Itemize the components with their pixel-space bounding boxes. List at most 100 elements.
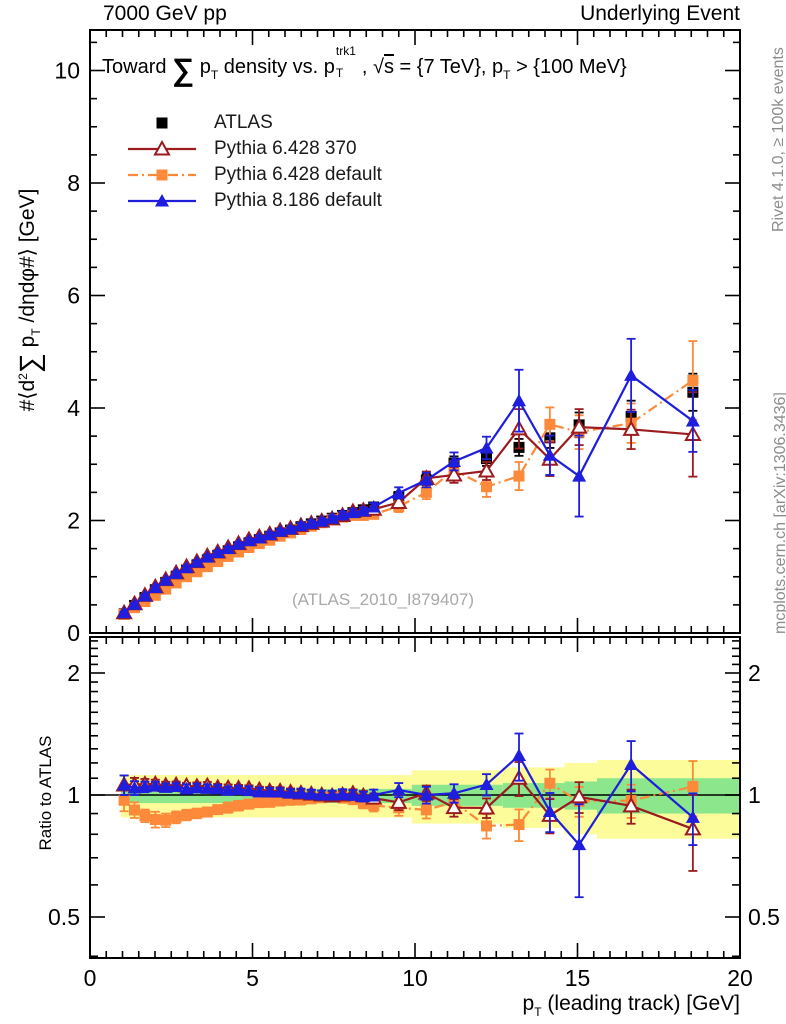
legend-marker: [128, 194, 196, 207]
data-point-marker: [512, 393, 526, 407]
sum-symbol: ∑: [14, 353, 45, 374]
data-point-marker: [325, 788, 340, 801]
data-point-marker: [148, 580, 163, 593]
data-point-marker: [158, 573, 173, 586]
mcplots-arxiv-note: mcplots.cern.ch [arXiv:1306.3436]: [772, 392, 786, 634]
data-point-marker: [542, 804, 557, 817]
data-point-marker: [118, 794, 130, 806]
sqrt-symbol: √: [373, 56, 384, 78]
legend: ATLAS Pythia 6.428 370 Pythia 6.428 defaul…: [126, 110, 382, 214]
data-point-marker: [243, 798, 255, 810]
tick-label: 2: [67, 660, 80, 686]
data-point-marker: [231, 537, 246, 550]
data-point-marker: [170, 811, 182, 823]
data-point-marker: [512, 748, 526, 762]
tick-label: 20: [727, 965, 753, 991]
data-point-marker: [447, 454, 461, 467]
data-point-marker: [445, 465, 463, 482]
data-point-marker: [160, 583, 172, 595]
data-point-marker: [391, 485, 406, 499]
data-point-marker: [420, 486, 432, 498]
data-point-marker: [685, 810, 700, 823]
data-point-marker: [137, 588, 152, 602]
data-point-marker: [160, 814, 172, 826]
data-point-marker: [283, 786, 298, 799]
data-point-marker: [273, 524, 288, 537]
data-point-marker: [129, 804, 141, 816]
tick-label: 10: [402, 965, 428, 991]
data-point-marker: [201, 806, 213, 818]
data-point-marker: [624, 757, 639, 770]
data-point-marker: [252, 784, 267, 798]
legend-marker: [128, 140, 196, 156]
data-point-marker: [181, 809, 193, 821]
data-point-marker: [222, 551, 234, 562]
data-point-marker: [262, 784, 277, 798]
data-point-marker: [179, 781, 194, 795]
data-point-marker: [169, 779, 184, 792]
data-point-marker: [210, 545, 225, 559]
data-point-marker: [117, 777, 132, 791]
data-point-marker: [481, 820, 492, 832]
data-point-marker: [293, 786, 308, 799]
data-point-marker: [253, 797, 265, 809]
data-point-marker: [357, 797, 369, 809]
legend-item-atlas: ATLAS: [126, 110, 382, 136]
data-point-marker: [137, 779, 152, 793]
data-point-marker: [420, 804, 432, 816]
series-main-pythia-6-428-370: [115, 391, 702, 620]
data-point-marker: [274, 795, 286, 807]
data-point-marker: [139, 810, 151, 822]
tick-label: 4: [67, 395, 80, 421]
data-point-marker: [368, 800, 380, 812]
legend-item-pythia-6-428-370: Pythia 6.428 370: [126, 136, 382, 162]
data-point-marker: [233, 546, 245, 558]
tick-label: 5: [246, 965, 259, 991]
data-point-marker: [304, 516, 319, 529]
data-point-marker: [513, 819, 525, 831]
tick-label: 2: [748, 660, 761, 686]
plot-title: Toward ∑ pT density vs. p trk1 T, √s = {7 …: [102, 44, 627, 87]
series-line: [123, 426, 693, 614]
tick-label: 6: [67, 283, 80, 309]
data-point-marker: [179, 560, 194, 574]
data-point-marker: [273, 785, 288, 798]
data-point-marker: [622, 796, 640, 813]
legend-item-pythia-8-186-default: Pythia 8.186 default: [126, 188, 382, 214]
data-point-marker: [189, 780, 204, 794]
pt-trk1-stack: trk1 T: [335, 44, 356, 80]
data-point-marker: [191, 566, 203, 578]
data-point-marker: [212, 556, 224, 568]
data-point-marker: [345, 505, 360, 519]
data-point-marker: [570, 418, 588, 434]
data-point-marker: [447, 786, 461, 799]
data-point-marker: [304, 787, 319, 800]
data-point-marker: [262, 527, 277, 541]
data-point-marker: [366, 500, 381, 513]
tick-label: 10: [54, 58, 80, 84]
legend-label: Pythia 6.428 default: [214, 164, 382, 185]
data-point-marker: [241, 533, 256, 547]
data-point-marker: [264, 796, 276, 808]
tick-label: 0.5: [48, 904, 80, 930]
data-point-marker: [390, 793, 408, 809]
data-point-marker: [169, 566, 184, 579]
data-point-marker: [241, 783, 256, 797]
data-point-marker: [200, 550, 215, 563]
sum-symbol: ∑: [172, 52, 195, 87]
data-point-marker: [687, 781, 699, 793]
series-line: [123, 753, 694, 847]
data-point-marker: [191, 807, 203, 819]
legend-item-pythia-6-428-default: Pythia 6.428 default: [126, 162, 382, 188]
data-point-marker: [149, 589, 161, 601]
data-point-marker: [479, 777, 494, 791]
data-point-marker: [479, 440, 494, 454]
tick-label: 0.5: [748, 904, 780, 930]
data-point-marker: [231, 782, 246, 795]
data-point-marker: [222, 801, 234, 813]
legend-label: Pythia 6.428 370: [214, 138, 357, 159]
data-point-marker: [221, 541, 236, 555]
data-point-marker: [170, 577, 182, 589]
data-point-marker: [212, 804, 224, 816]
